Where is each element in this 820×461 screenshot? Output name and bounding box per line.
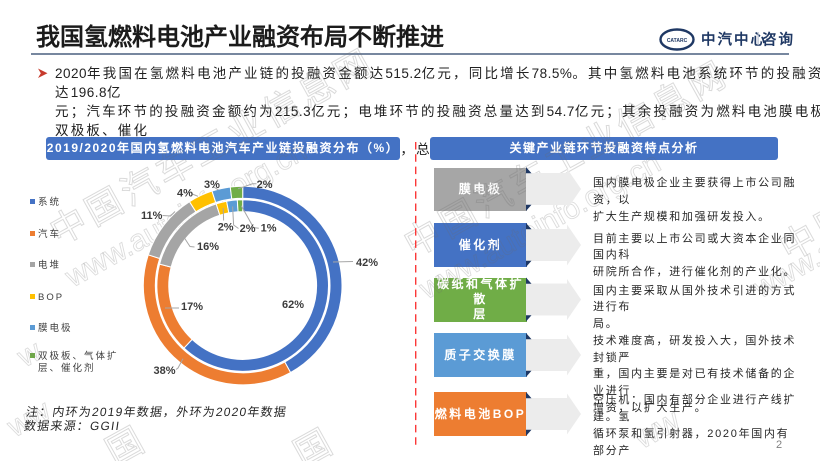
svg-text:17%: 17% bbox=[181, 301, 203, 313]
svg-text:中汽中心: 中汽中心 bbox=[701, 31, 767, 49]
svg-text:咨询: 咨询 bbox=[762, 31, 795, 49]
svg-text:62%: 62% bbox=[282, 299, 304, 311]
svg-text:11%: 11% bbox=[141, 210, 163, 222]
svg-text:38%: 38% bbox=[154, 365, 176, 377]
svg-text:3%: 3% bbox=[204, 179, 220, 191]
svg-text:2%: 2% bbox=[218, 222, 234, 234]
svg-text:2%: 2% bbox=[240, 223, 256, 235]
svg-text:1%: 1% bbox=[261, 223, 277, 235]
svg-text:42%: 42% bbox=[356, 257, 378, 269]
svg-text:4%: 4% bbox=[177, 188, 193, 200]
svg-text:2%: 2% bbox=[257, 179, 273, 191]
svg-text:16%: 16% bbox=[197, 241, 219, 253]
svg-text:CATARC: CATARC bbox=[667, 38, 688, 44]
